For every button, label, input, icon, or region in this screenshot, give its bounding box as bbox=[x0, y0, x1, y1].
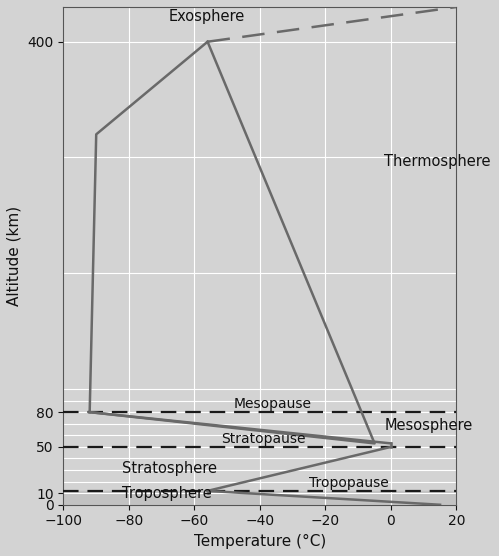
Text: Mesopause: Mesopause bbox=[234, 397, 312, 411]
Text: Stratosphere: Stratosphere bbox=[122, 461, 218, 476]
Text: Stratopause: Stratopause bbox=[221, 431, 305, 446]
Bar bbox=[63, 491, 457, 505]
Text: Mesosphere: Mesosphere bbox=[384, 418, 473, 433]
Text: Thermosphere: Thermosphere bbox=[384, 154, 491, 169]
Text: Tropopause: Tropopause bbox=[309, 476, 389, 490]
Text: Exosphere: Exosphere bbox=[168, 9, 245, 24]
Y-axis label: Altitude (km): Altitude (km) bbox=[7, 206, 22, 306]
Text: Troposphere: Troposphere bbox=[122, 486, 212, 502]
X-axis label: Temperature (°C): Temperature (°C) bbox=[194, 534, 326, 549]
